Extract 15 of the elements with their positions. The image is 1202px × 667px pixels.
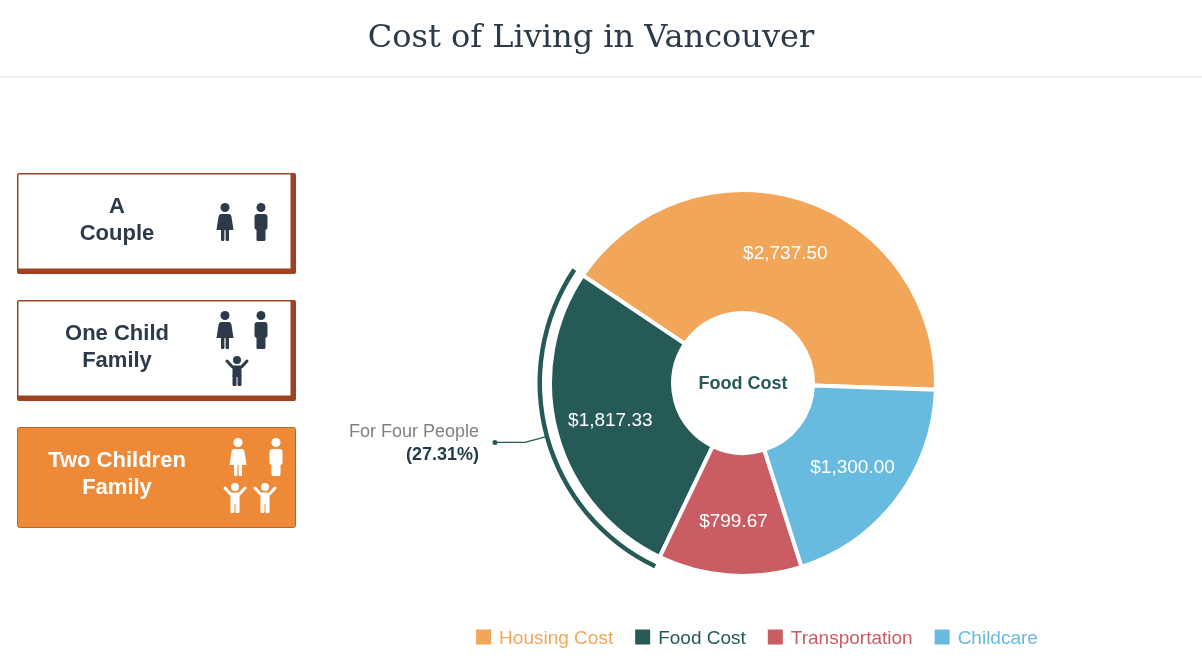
data-label: $1,300.00	[810, 456, 895, 478]
data-label: $1,817.33	[568, 409, 653, 431]
category-label: Two Children Family	[48, 447, 186, 499]
chart-title: Cost of Living in Vancouver	[367, 17, 815, 55]
legend-label: Food Cost	[658, 627, 747, 648]
data-label: $2,737.50	[743, 242, 828, 264]
legend-label: Childcare	[957, 627, 1038, 648]
data-label: $799.67	[699, 510, 768, 532]
text: (27.31%)	[405, 443, 479, 464]
text: For Four People	[348, 420, 479, 441]
legend-label: Transportation	[790, 627, 913, 648]
category-label: Food Cost	[698, 373, 788, 393]
legend-label: Housing Cost	[499, 627, 614, 648]
category-label: A Couple	[79, 193, 155, 245]
category-label: One Child Family	[65, 320, 169, 372]
